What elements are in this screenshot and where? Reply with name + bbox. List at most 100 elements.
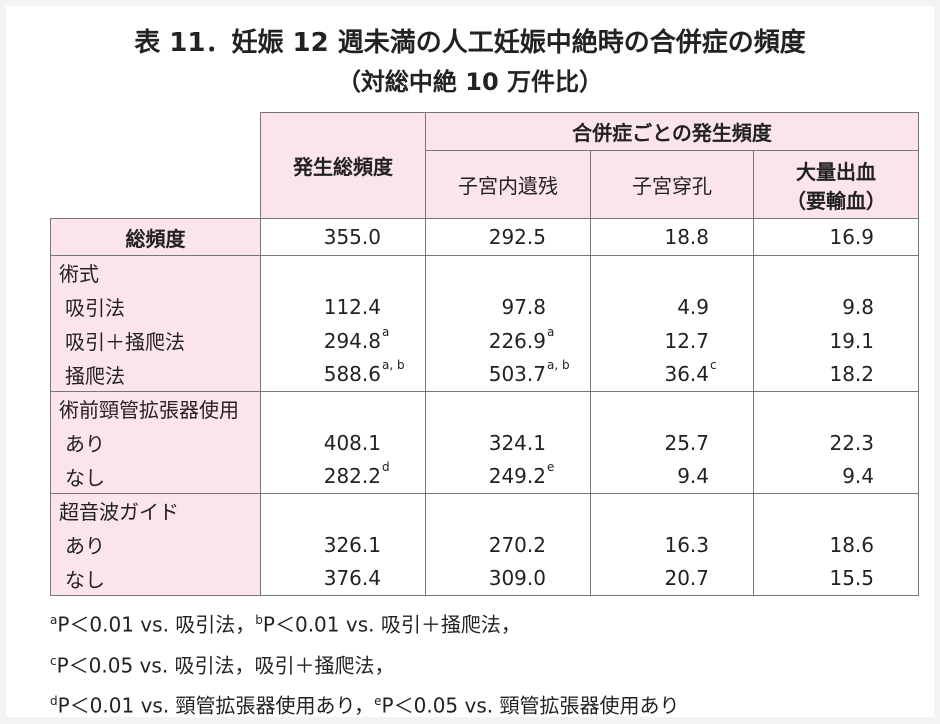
cell: 12.7 xyxy=(590,323,754,358)
value: 292.5 xyxy=(488,225,546,249)
footnote-text: P＜0.01 vs. 吸引＋掻爬法， xyxy=(262,612,521,637)
cell: 25.7 xyxy=(590,425,754,460)
value: 324.1 xyxy=(488,430,546,455)
cell: 18.6 xyxy=(753,527,919,562)
value: 9.8 xyxy=(842,294,874,319)
row: なし 376.4 309.0 20.7 15.5 xyxy=(50,561,919,596)
footnote-text: P＜0.01 vs. 頸管拡張器使用あり， xyxy=(57,693,375,718)
header-line: （要輸血） xyxy=(786,188,886,213)
superscript: a xyxy=(382,324,390,339)
value: 18.6 xyxy=(829,532,874,557)
row-label: なし xyxy=(50,561,261,596)
group: 超音波ガイド あり 326.1 270.2 16.3 18.6 なし 376.4 309.0 20… xyxy=(50,493,919,596)
value: 294.8 a xyxy=(323,324,390,353)
footnote-text: P＜0.05 vs. 吸引法，吸引＋掻爬法， xyxy=(56,653,395,678)
value: 112.4 xyxy=(323,294,381,319)
group-label: 術前頸管拡張器使用 xyxy=(50,391,261,426)
cell xyxy=(753,255,919,290)
superscript: a xyxy=(547,324,555,339)
value: 9.4 xyxy=(842,464,874,489)
cell xyxy=(590,493,754,528)
subtitle: （対総中絶 10 万件比） xyxy=(336,68,604,96)
cell: 309.0 xyxy=(425,561,591,596)
row-label: あり xyxy=(50,425,261,460)
group: 術式 吸引法 112.4 97.8 4.9 9.8 吸引＋掻爬法 294.8 a 226.9 a 12… xyxy=(50,255,919,392)
title: 表 11．妊娠 12 週未満の人工妊娠中絶時の合併症の頻度 xyxy=(134,28,806,58)
cell xyxy=(260,493,426,528)
cell xyxy=(753,493,919,528)
value: 18.2 xyxy=(829,362,874,387)
row-label: 吸引法 xyxy=(50,289,261,324)
footnote-mark: e xyxy=(374,694,382,709)
cell xyxy=(260,391,426,426)
footnote-text: P＜0.01 vs. 吸引法， xyxy=(57,612,256,637)
value: 282.2 d xyxy=(323,460,390,489)
row: 掻爬法 588.6 a, b 503.7 a, b 36.4 c 18.2 xyxy=(50,357,919,392)
footnote-mark: d xyxy=(50,694,58,709)
value: 270.2 xyxy=(488,532,546,557)
cell xyxy=(753,391,919,426)
value: 12.7 xyxy=(664,328,709,353)
cell: 16.9 xyxy=(753,218,919,256)
header-cell: 子宮穿孔 xyxy=(590,150,754,219)
row-label-text: あり xyxy=(65,432,105,456)
footnote-mark: c xyxy=(50,653,57,668)
value: 355.0 xyxy=(323,225,381,249)
value: 503.7 a, b xyxy=(488,358,570,387)
footnote: aP＜0.01 vs. 吸引法，bP＜0.01 vs. 吸引＋掻爬法， xyxy=(50,602,679,643)
value: 19.1 xyxy=(829,328,874,353)
cell: 4.9 xyxy=(590,289,754,324)
row: 吸引法 112.4 97.8 4.9 9.8 xyxy=(50,289,919,324)
cell: 588.6 a, b xyxy=(260,357,426,392)
header-row: 発生総頻度 合併症ごとの発生頻度 xyxy=(50,112,919,219)
total-row: 総頻度 355.0 292.5 18.8 16.9 xyxy=(50,218,919,256)
cell: 9.4 xyxy=(590,459,754,494)
value: 22.3 xyxy=(829,430,874,455)
cell xyxy=(425,391,591,426)
value: 588.6 a, b xyxy=(323,358,405,387)
footnote: cP＜0.05 vs. 吸引法，吸引＋掻爬法， xyxy=(50,643,679,684)
cell: 16.3 xyxy=(590,527,754,562)
header-line: 子宮内遺残 xyxy=(458,174,558,198)
cell: 36.4 c xyxy=(590,357,754,392)
row-label-text: あり xyxy=(65,534,105,558)
value: 4.9 xyxy=(677,294,709,319)
value: 376.4 xyxy=(323,566,381,591)
value: 9.4 xyxy=(677,464,709,489)
header-cell: 大量出血 （要輸血） xyxy=(753,150,919,219)
superscript: d xyxy=(382,460,390,475)
cell: 22.3 xyxy=(753,425,919,460)
cell: 503.7 a, b xyxy=(425,357,591,392)
header-cell: 子宮内遺残 xyxy=(425,150,591,219)
page: 表 11．妊娠 12 週未満の人工妊娠中絶時の合併症の頻度 （対総中絶 10 万… xyxy=(6,6,934,718)
value: 18.8 xyxy=(664,225,709,249)
row-label-text: なし xyxy=(65,567,105,592)
footnote-mark: a xyxy=(50,613,58,627)
cell: 376.4 xyxy=(260,561,426,596)
superscript: c xyxy=(710,358,717,373)
value: 36.4 c xyxy=(664,358,717,387)
footnote-text: P＜0.05 vs. 頸管拡張器使用あり xyxy=(381,693,680,718)
header-row: 子宮内遺残 子宮穿孔 大量出血 （要輸血） xyxy=(51,150,919,219)
value: 25.7 xyxy=(664,430,709,455)
superscript: e xyxy=(547,460,555,475)
cell xyxy=(425,255,591,290)
cell: 15.5 xyxy=(753,561,919,596)
cell: 270.2 xyxy=(425,527,591,562)
value: 326.1 xyxy=(323,532,381,557)
superscript: a, b xyxy=(547,358,570,373)
row-label: 総頻度 xyxy=(50,218,261,256)
header-cell: 合併症ごとの発生頻度 xyxy=(425,112,919,151)
group-row: 術式 xyxy=(50,255,919,290)
group-row: 超音波ガイド xyxy=(50,493,919,528)
cell: 326.1 xyxy=(260,527,426,562)
value: 15.5 xyxy=(829,566,874,591)
cell: 355.0 xyxy=(260,218,426,256)
value: 408.1 xyxy=(323,430,381,455)
header-cell: 発生総頻度 xyxy=(260,112,426,219)
row-label: あり xyxy=(50,527,261,562)
cell: 9.4 xyxy=(753,459,919,494)
cell: 18.2 xyxy=(753,357,919,392)
row-label-text: 掻爬法 xyxy=(65,363,125,388)
value: 249.2 e xyxy=(488,460,555,489)
